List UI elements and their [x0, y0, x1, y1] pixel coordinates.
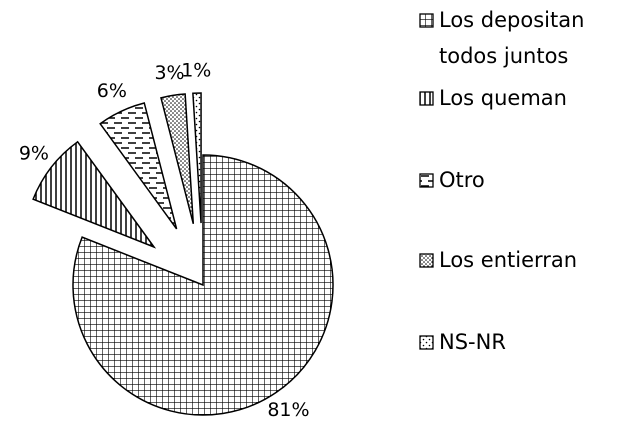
legend-label: NS-NR	[439, 330, 506, 354]
legend-entry: NS-NR	[417, 324, 622, 360]
legend-swatch	[419, 173, 434, 188]
legend-swatch	[419, 335, 434, 350]
pie-area: 81% 9% 6% 3%1%	[19, 60, 334, 421]
legend-swatch-box	[419, 173, 434, 188]
legend-entry: Los queman	[417, 80, 622, 116]
legend-swatch-box	[419, 13, 434, 28]
data-label: 81%	[267, 399, 309, 421]
pie-slice	[160, 93, 195, 224]
legend-swatch	[419, 13, 434, 28]
legend-swatch	[419, 253, 434, 268]
pie-slice	[99, 102, 178, 230]
legend-swatch	[419, 91, 434, 106]
pie-slice	[72, 154, 334, 416]
legend-label: Los queman	[439, 86, 567, 110]
pie-slice	[32, 140, 157, 249]
legend-swatch-box	[419, 253, 434, 268]
data-label: 6%	[97, 80, 127, 102]
data-label: 3%	[154, 62, 184, 84]
data-label: 9%	[19, 142, 49, 164]
data-label: 1%	[181, 60, 211, 82]
legend-swatch-box	[419, 91, 434, 106]
legend-swatch-box	[419, 335, 434, 350]
legend-label: Los depositan todos juntos	[439, 8, 585, 68]
legend-label: Otro	[439, 168, 485, 192]
pie-slice	[192, 92, 202, 224]
legend-entry: Los depositan todos juntos	[417, 2, 622, 74]
legend-entry: Otro	[417, 162, 622, 198]
legend-label: Los entierran	[439, 248, 578, 272]
legend-entry: Los entierran	[417, 242, 622, 278]
legend: Los depositan todos juntos Los queman Otro…	[417, 2, 622, 360]
